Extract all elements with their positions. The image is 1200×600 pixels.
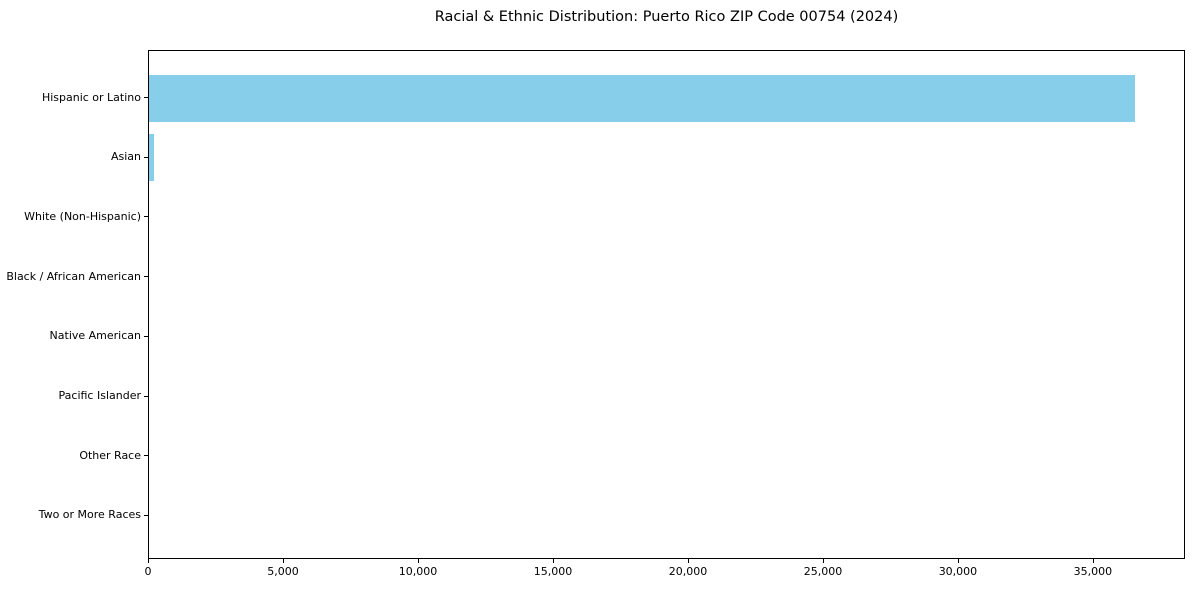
x-tick-mark (148, 559, 149, 563)
x-tick-label: 30,000 (938, 565, 978, 578)
y-tick-mark (144, 335, 148, 337)
y-tick-mark (144, 455, 148, 457)
plot-area (148, 50, 1185, 559)
chart-title: Racial & Ethnic Distribution: Puerto Ric… (434, 9, 899, 25)
y-tick-label: Black / African American (6, 269, 141, 283)
y-tick-mark (144, 216, 148, 218)
bar-asian (149, 134, 154, 182)
bars-layer (149, 51, 1184, 558)
y-tick-label: Two or More Races (38, 508, 141, 522)
y-tick-mark (144, 395, 148, 397)
y-tick-mark (144, 514, 148, 516)
x-tick-label: 10,000 (398, 565, 438, 578)
y-tick-mark (144, 156, 148, 158)
y-tick-label: Native American (49, 329, 141, 343)
x-tick-mark (822, 559, 824, 563)
x-tick-mark (417, 559, 419, 563)
x-tick-label: 20,000 (668, 565, 708, 578)
y-tick-label: Other Race (79, 448, 141, 462)
x-tick-label: 5,000 (267, 565, 299, 578)
y-tick-label: White (Non-Hispanic) (24, 209, 141, 223)
y-tick-label: Hispanic or Latino (41, 90, 141, 104)
x-tick-mark (957, 559, 959, 563)
x-tick-label: 15,000 (533, 565, 573, 578)
y-tick-mark (144, 97, 148, 98)
x-tick-label: 35,000 (1073, 565, 1113, 578)
y-tick-mark (144, 276, 148, 278)
x-tick-label: 0 (144, 565, 152, 578)
x-tick-label: 25,000 (803, 565, 843, 578)
x-tick-mark (282, 559, 284, 563)
x-tick-mark (1092, 559, 1094, 563)
y-tick-label: Asian (110, 150, 141, 164)
x-tick-mark (687, 559, 689, 563)
y-tick-label: Pacific Islander (58, 389, 141, 402)
bar-hispanic-or-latino (149, 74, 1136, 122)
x-tick-mark (552, 559, 554, 563)
